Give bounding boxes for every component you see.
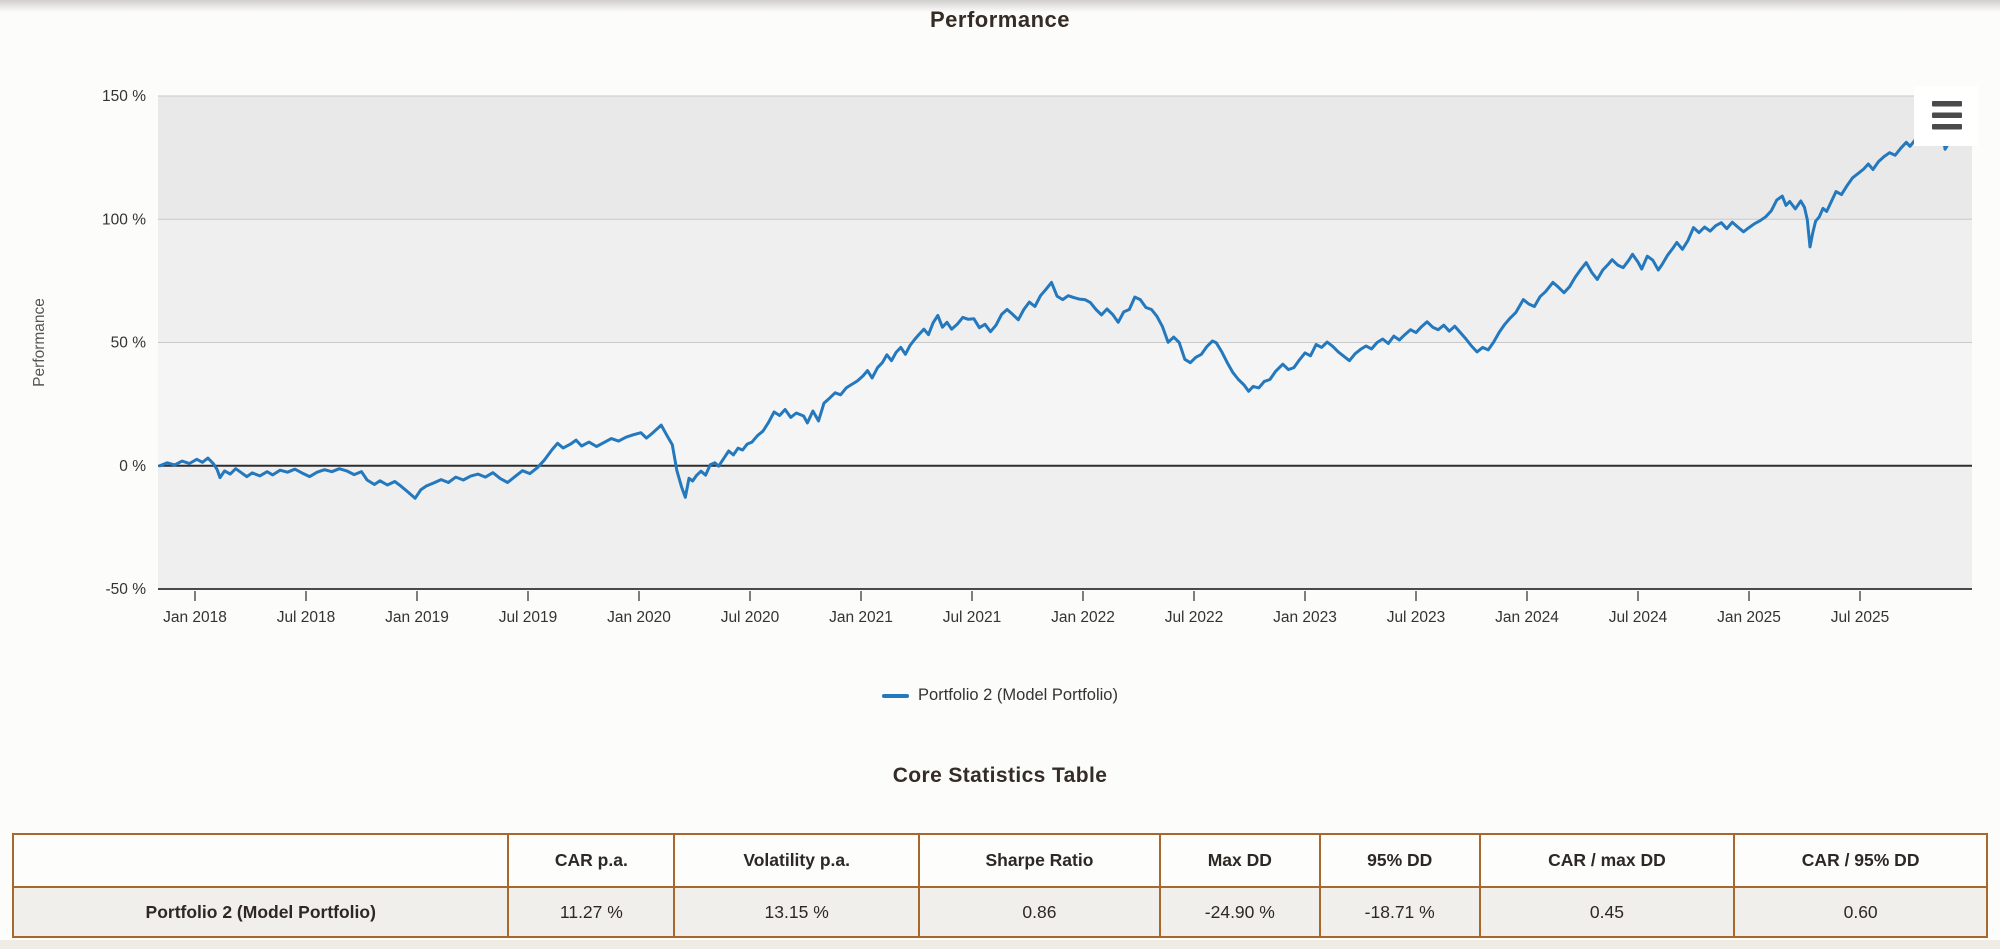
x-axis-tick-label: Jul 2022 — [1165, 609, 1224, 626]
y-axis-title: Performance — [31, 298, 48, 387]
stats-value-cell: 0.45 — [1478, 886, 1736, 938]
plot-band — [158, 465, 1972, 590]
stats-value-cell: -24.90 % — [1158, 886, 1321, 938]
y-axis-tick-label: 50 % — [111, 335, 147, 352]
x-axis-tick-label: Jan 2023 — [1273, 609, 1337, 626]
x-axis-tick-label: Jan 2019 — [385, 609, 449, 626]
stats-value-cell: -18.71 % — [1318, 886, 1481, 938]
stats-header-empty — [11, 833, 510, 888]
legend-label: Portfolio 2 (Model Portfolio) — [918, 686, 1118, 704]
stats-header-car-p-a: CAR p.a. — [507, 833, 676, 888]
chart-title: Performance — [929, 7, 1070, 32]
core-statistics-table-wrap: CAR p.a. Volatility p.a. Sharpe Ratio Max D… — [11, 833, 1988, 938]
series-line — [158, 126, 1954, 500]
x-axis-tick-label: Jul 2025 — [1831, 609, 1890, 626]
hamburger-icon — [1932, 112, 1962, 118]
stats-value-cell: 11.27 % — [507, 886, 676, 938]
stats-value-cell: 0.86 — [918, 886, 1161, 938]
x-axis-tick-label: Jan 2020 — [607, 609, 671, 626]
core-statistics-table: CAR p.a. Volatility p.a. Sharpe Ratio Max D… — [11, 833, 1988, 938]
x-axis-tick-label: Jul 2021 — [943, 609, 1002, 626]
stats-header-volatility-p-a: Volatility p.a. — [673, 833, 921, 888]
legend-item[interactable]: Portfolio 2 (Model Portfolio) — [0, 686, 2000, 705]
x-axis-tick-label: Jul 2020 — [721, 609, 780, 626]
y-axis-tick-label: 100 % — [102, 211, 146, 228]
plot-band — [158, 342, 1972, 466]
x-axis-tick-label: Jan 2025 — [1717, 609, 1781, 626]
x-axis-tick-label: Jul 2024 — [1609, 609, 1668, 626]
stats-row: Portfolio 2 (Model Portfolio) 11.27 % 13.1… — [11, 886, 1988, 938]
x-axis-tick-label: Jul 2023 — [1387, 609, 1446, 626]
x-axis-tick-label: Jan 2018 — [163, 609, 227, 626]
plot-band — [158, 96, 1972, 220]
legend-line-swatch — [882, 693, 910, 698]
performance-chart: 150 % 100 % 50 % 0 % -50 % Jan 2018 Jul 2018 Ja… — [31, 86, 1978, 626]
stats-header-95-dd: 95% DD — [1318, 833, 1481, 888]
y-axis-tick-label: 0 % — [119, 458, 146, 475]
y-axis-tick-label: -50 % — [106, 581, 147, 598]
y-axis-tick-label: 150 % — [102, 88, 146, 105]
hamburger-icon — [1932, 101, 1962, 107]
stats-header-max-dd: Max DD — [1158, 833, 1321, 888]
stats-value-cell: 13.15 % — [673, 886, 921, 938]
stats-value-cell: 0.60 — [1733, 886, 1988, 938]
chart-menu-button[interactable] — [1914, 86, 1978, 146]
stats-table-title: Core Statistics Table — [892, 764, 1108, 787]
x-axis-tick-label: Jan 2024 — [1495, 609, 1559, 626]
x-axis-tick-label: Jan 2022 — [1051, 609, 1115, 626]
bottom-shadow — [0, 940, 2000, 949]
plot-band — [158, 219, 1972, 343]
x-axis-tick-label: Jul 2018 — [277, 609, 336, 626]
stats-header-sharpe-ratio: Sharpe Ratio — [918, 833, 1161, 888]
stats-header-car-max-dd: CAR / max DD — [1478, 833, 1736, 888]
stats-row-label: Portfolio 2 (Model Portfolio) — [11, 886, 510, 938]
hamburger-icon — [1932, 124, 1962, 130]
stats-header-car-95-dd: CAR / 95% DD — [1733, 833, 1988, 888]
x-axis-tick-label: Jan 2021 — [829, 609, 893, 626]
x-axis-tick-label: Jul 2019 — [499, 609, 558, 626]
